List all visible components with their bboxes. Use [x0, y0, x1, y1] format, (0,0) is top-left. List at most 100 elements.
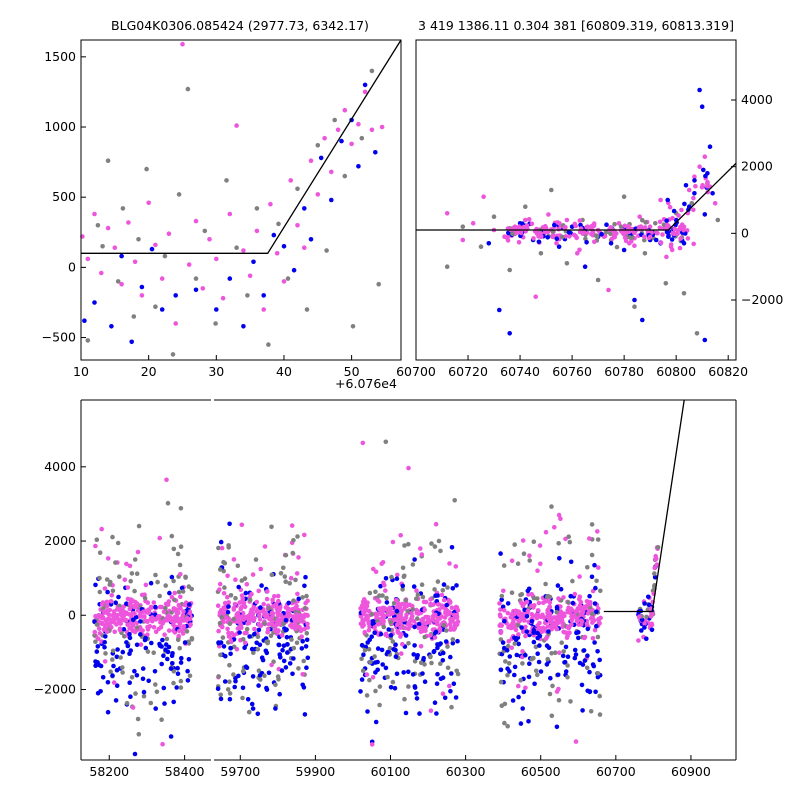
- data-point: [235, 563, 241, 569]
- data-point: [232, 601, 238, 607]
- data-point: [557, 556, 562, 561]
- data-point: [274, 251, 280, 256]
- data-point: [299, 646, 305, 651]
- data-point: [549, 504, 554, 509]
- data-point: [362, 82, 368, 88]
- data-point: [184, 629, 190, 634]
- data-point: [543, 529, 549, 535]
- data-point: [384, 595, 389, 601]
- data-point: [672, 226, 677, 232]
- data-point: [227, 696, 233, 702]
- data-point: [579, 682, 585, 688]
- data-point: [596, 616, 601, 622]
- data-point: [611, 233, 617, 239]
- x-tick-label: 60720: [448, 364, 488, 379]
- data-point: [649, 627, 655, 633]
- data-point: [291, 645, 297, 651]
- data-point: [249, 610, 254, 616]
- data-point: [697, 164, 702, 169]
- data-point: [505, 601, 511, 606]
- data-point: [247, 597, 253, 603]
- data-point: [593, 689, 598, 695]
- data-point: [538, 561, 543, 567]
- data-point: [99, 602, 105, 607]
- data-point: [92, 300, 97, 305]
- data-point: [512, 542, 517, 547]
- data-point: [428, 654, 433, 659]
- data-point: [589, 574, 595, 580]
- data-point: [153, 682, 158, 687]
- data-point: [380, 662, 386, 667]
- data-point: [697, 87, 702, 93]
- data-point: [136, 523, 142, 529]
- data-point: [97, 631, 103, 636]
- data-point: [125, 596, 131, 602]
- data-point: [433, 521, 439, 527]
- x-tick-label: 10: [73, 364, 89, 379]
- data-point: [245, 621, 250, 626]
- y-tick-label: 4000: [44, 459, 76, 474]
- data-point: [153, 242, 158, 248]
- data-point: [520, 661, 525, 666]
- data-point: [300, 595, 305, 600]
- data-point: [595, 529, 600, 534]
- data-point: [547, 604, 552, 610]
- data-point: [339, 138, 344, 144]
- data-point: [144, 166, 149, 172]
- data-point: [549, 187, 554, 193]
- data-point: [618, 224, 624, 229]
- data-point: [501, 563, 507, 568]
- data-point: [567, 539, 573, 545]
- data-point: [92, 633, 97, 638]
- data-point: [543, 581, 548, 587]
- data-point: [162, 632, 167, 637]
- data-point: [122, 634, 127, 639]
- data-point: [524, 599, 530, 605]
- data-point: [238, 622, 244, 628]
- data-point: [427, 633, 433, 638]
- data-point: [276, 642, 282, 648]
- data-point: [554, 241, 559, 246]
- data-point: [187, 610, 193, 616]
- data-point: [151, 624, 157, 630]
- data-point: [183, 575, 188, 580]
- data-point: [378, 583, 383, 589]
- data-point: [342, 107, 348, 113]
- data-point: [518, 721, 524, 726]
- data-point: [702, 154, 708, 159]
- data-point: [114, 683, 120, 688]
- data-point: [692, 178, 697, 183]
- data-point: [228, 651, 233, 657]
- data-point: [534, 226, 539, 232]
- data-point: [139, 284, 145, 290]
- data-point: [422, 662, 427, 667]
- data-point: [171, 607, 177, 612]
- data-point: [166, 231, 172, 236]
- data-point: [367, 590, 373, 596]
- data-point: [261, 293, 267, 298]
- data-point: [169, 574, 175, 580]
- data-point: [564, 217, 570, 223]
- data-point: [498, 607, 503, 612]
- data-point: [116, 619, 121, 624]
- data-point: [449, 545, 455, 550]
- data-point: [381, 619, 386, 625]
- data-point: [141, 609, 146, 614]
- data-point: [580, 662, 586, 667]
- data-point: [427, 619, 432, 624]
- data-point: [178, 544, 184, 549]
- data-point: [132, 668, 137, 674]
- data-point: [401, 670, 407, 675]
- data-point: [564, 630, 569, 635]
- data-point: [516, 694, 521, 700]
- data-point: [293, 577, 298, 583]
- data-point: [258, 605, 263, 610]
- data-point: [159, 307, 165, 312]
- data-point: [275, 593, 281, 599]
- data-point: [282, 574, 288, 579]
- data-point: [554, 605, 560, 610]
- data-point: [105, 158, 111, 163]
- data-point: [99, 621, 105, 626]
- data-point: [126, 220, 131, 225]
- data-point: [595, 277, 601, 283]
